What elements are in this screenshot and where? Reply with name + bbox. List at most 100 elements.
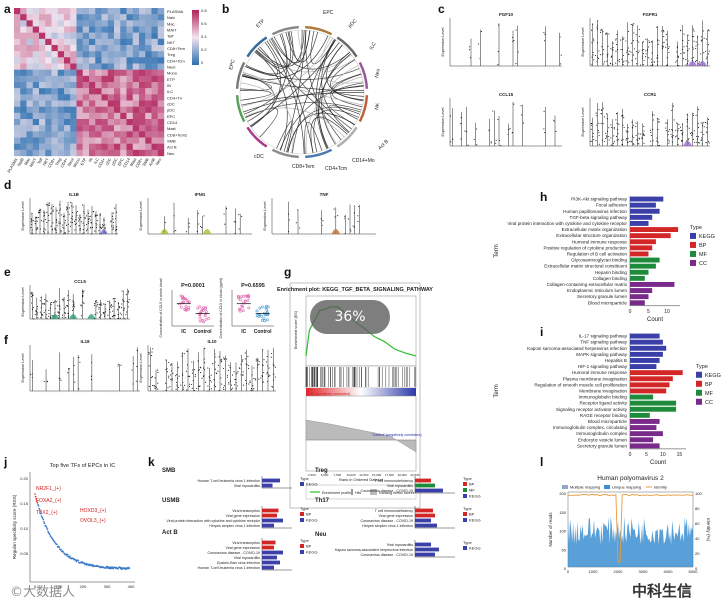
chord-link [288, 29, 303, 62]
violin-point [209, 377, 211, 379]
violin-point [197, 213, 199, 215]
data-point [260, 318, 264, 322]
violin-point [223, 213, 225, 215]
violin-point [78, 217, 80, 219]
violin-point [707, 29, 709, 31]
rss-point [46, 528, 49, 531]
heatmap-cell [14, 119, 21, 126]
enrichment-bar [262, 483, 273, 488]
enrichment-bar [262, 508, 279, 513]
violin-point [64, 222, 66, 224]
heatmap-cell [57, 38, 65, 46]
panel-label-e: e [4, 265, 11, 279]
violin-point [112, 212, 114, 214]
rss-point [36, 502, 39, 504]
violin-point [467, 144, 469, 146]
enrichment-bar [630, 351, 663, 357]
chord-link [249, 42, 340, 127]
violin-point [513, 40, 515, 42]
enrichment-bar [415, 552, 435, 557]
violin-point [31, 373, 33, 375]
heatmap-cell [145, 69, 152, 77]
heatmap-cell [70, 26, 77, 33]
violin-point [168, 361, 170, 364]
term-label: Viral myocarditis [387, 543, 413, 547]
violin-point [269, 375, 271, 377]
heatmap-col-label: CD4+ [97, 156, 107, 168]
violin-point [635, 126, 637, 128]
heatmap-cell [145, 94, 152, 101]
x-tick-label: · [109, 391, 110, 395]
violin-point [176, 385, 178, 387]
violin-point [611, 127, 613, 129]
violin-point [242, 384, 244, 386]
violin-point [121, 307, 123, 309]
violin-point [615, 50, 617, 52]
heatmap-cell [64, 20, 71, 27]
legend-swatch [696, 380, 702, 387]
term-label: T cell immunodeficiency [375, 479, 413, 483]
x-tick-label: · [535, 146, 536, 150]
x-tick-label: · [677, 146, 678, 150]
violin-point [30, 373, 32, 375]
violin-point [64, 215, 66, 217]
violin-point [242, 373, 244, 376]
violin-point [349, 228, 351, 231]
violin-point [36, 228, 38, 230]
x-tick-label: · [363, 234, 364, 238]
heatmap-row-label: pDC [167, 108, 175, 113]
legend-swatch [300, 512, 304, 516]
violin-point [100, 304, 103, 306]
violin-point [93, 304, 96, 307]
heatmap-cell [70, 112, 77, 120]
heatmap-cell [45, 57, 52, 64]
chord-sector-arc [271, 25, 299, 36]
violin-point [59, 208, 61, 210]
violin-point [125, 311, 128, 313]
enrichment-bar [630, 388, 667, 394]
violin-point [685, 64, 687, 66]
violin-point [643, 134, 645, 136]
violin-point [696, 36, 699, 38]
violin-point [606, 130, 609, 132]
heatmap-cell [151, 131, 158, 138]
heatmap-cell [32, 63, 40, 70]
heatmap-cell [57, 82, 65, 89]
heatmap-cell [139, 20, 146, 27]
heatmap-cell [70, 131, 77, 138]
heatmap-cell [32, 125, 40, 132]
violin-point [633, 143, 635, 145]
term-label: Positive regulation of cytokine producti… [543, 245, 627, 250]
heatmap-cell [76, 45, 83, 52]
chord-link [271, 37, 350, 70]
chord-link [283, 30, 307, 152]
colorbar-tick: 0 [201, 60, 204, 65]
data-point [263, 319, 267, 323]
heatmap-cell [145, 131, 152, 138]
violin-point [677, 137, 680, 140]
heatmap-cell [126, 131, 133, 138]
data-point [181, 295, 185, 299]
heatmap-cell [14, 94, 21, 101]
violin-point [214, 386, 217, 388]
heatmap-cell [14, 32, 21, 40]
heatmap-cell [114, 112, 121, 120]
data-point [198, 316, 202, 320]
x-tick-label: · [214, 391, 215, 395]
data-point [241, 309, 245, 313]
violin-point [90, 219, 92, 221]
x-tick-label: · [627, 146, 628, 150]
violin-point [591, 140, 593, 142]
violin-point [34, 223, 36, 225]
heatmap-cell [51, 137, 58, 144]
violin-point [592, 132, 594, 134]
heatmap-cell [151, 100, 158, 107]
y-axis-label: Term [494, 384, 500, 397]
heatmap-cell [95, 45, 102, 52]
violin-point [224, 358, 226, 360]
term-label: IL-17 signaling pathway [579, 334, 628, 339]
term-label: Viral myocarditis [234, 556, 260, 560]
heatmap-col-label: IN [87, 157, 93, 163]
